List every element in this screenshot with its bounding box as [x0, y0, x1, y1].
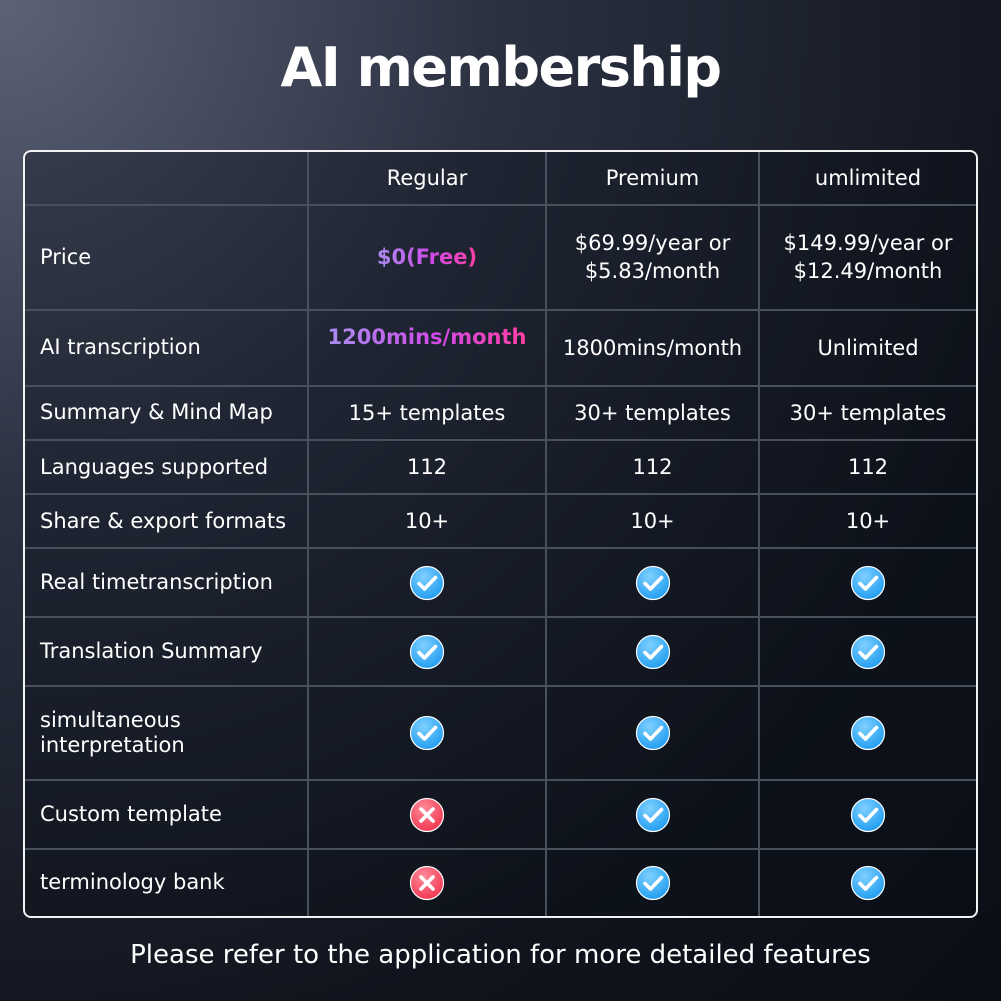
mark-cell [307, 685, 547, 782]
mark-cell [758, 779, 976, 850]
table-cell: 112 [307, 438, 547, 496]
table-cell: 112 [545, 438, 760, 496]
check-icon [409, 565, 445, 601]
mark-cell [545, 616, 760, 688]
table-row: AI transcription 1200mins/month 1800mins… [25, 308, 976, 387]
table-cell: 30+ templates [758, 384, 976, 441]
row-label: Price [25, 203, 309, 311]
page-title: AI membership [280, 36, 722, 99]
check-icon [409, 634, 445, 670]
mark-cell [758, 685, 976, 782]
cross-icon [409, 865, 445, 901]
mark-cell [758, 616, 976, 688]
table-row: Languages supported 112 112 112 [25, 438, 976, 496]
mark-cell [545, 547, 760, 619]
table-cell: 15+ templates [307, 384, 547, 441]
membership-table: Regular Premium umlimited Price $0(Free)… [23, 150, 978, 918]
mark-cell [307, 779, 547, 850]
table-row: Translation Summary [25, 616, 976, 688]
price-premium: $69.99/year or $5.83/month [545, 203, 760, 311]
column-header-regular: Regular [307, 152, 547, 206]
table-row: Price $0(Free) $69.99/year or $5.83/mont… [25, 203, 976, 311]
check-icon [409, 715, 445, 751]
transcription-unlimited: Unlimited [758, 308, 976, 387]
row-label: Real timetranscription [25, 547, 309, 619]
column-header-unlimited: umlimited [758, 152, 976, 206]
header-corner [25, 152, 309, 206]
row-label: Translation Summary [25, 616, 309, 688]
table-row: Share & export formats 10+ 10+ 10+ [25, 493, 976, 550]
mark-cell [545, 685, 760, 782]
check-icon [635, 865, 671, 901]
check-icon [635, 634, 671, 670]
check-icon [850, 634, 886, 670]
row-label: Custom template [25, 779, 309, 850]
table-cell: 10+ [545, 493, 760, 550]
row-label: Languages supported [25, 438, 309, 496]
highlight-value: 1200mins/month [327, 324, 527, 349]
check-icon [635, 565, 671, 601]
table-cell: 112 [758, 438, 976, 496]
table-cell: 10+ [307, 493, 547, 550]
table-cell: 30+ templates [545, 384, 760, 441]
transcription-premium: 1800mins/month [545, 308, 760, 387]
check-icon [850, 715, 886, 751]
check-icon [635, 715, 671, 751]
highlight-value: $0(Free) [376, 245, 478, 269]
mark-cell [307, 847, 547, 916]
price-unlimited: $149.99/year or $12.49/month [758, 203, 976, 311]
check-icon [850, 797, 886, 833]
cross-icon [409, 797, 445, 833]
column-header-premium: Premium [545, 152, 760, 206]
table-row: terminology bank [25, 847, 976, 916]
price-regular: $0(Free) [307, 203, 547, 311]
table-cell: 10+ [758, 493, 976, 550]
row-label: AI transcription [25, 308, 309, 387]
mark-cell [307, 547, 547, 619]
table-row: Real timetranscription [25, 547, 976, 619]
row-label: simultaneous interpretation [25, 685, 309, 782]
mark-cell [758, 847, 976, 916]
mark-cell [545, 779, 760, 850]
check-icon [850, 865, 886, 901]
mark-cell [307, 616, 547, 688]
table-row: Custom template [25, 779, 976, 850]
check-icon [635, 797, 671, 833]
table-row: simultaneous interpretation [25, 685, 976, 782]
row-label: Share & export formats [25, 493, 309, 550]
mark-cell [758, 547, 976, 619]
row-label: Summary & Mind Map [25, 384, 309, 441]
footer-note: Please refer to the application for more… [130, 940, 871, 970]
check-icon [850, 565, 886, 601]
table-row: Summary & Mind Map 15+ templates 30+ tem… [25, 384, 976, 441]
row-label: terminology bank [25, 847, 309, 916]
mark-cell [545, 847, 760, 916]
transcription-regular: 1200mins/month [307, 308, 547, 387]
header-row: Regular Premium umlimited [25, 152, 976, 206]
